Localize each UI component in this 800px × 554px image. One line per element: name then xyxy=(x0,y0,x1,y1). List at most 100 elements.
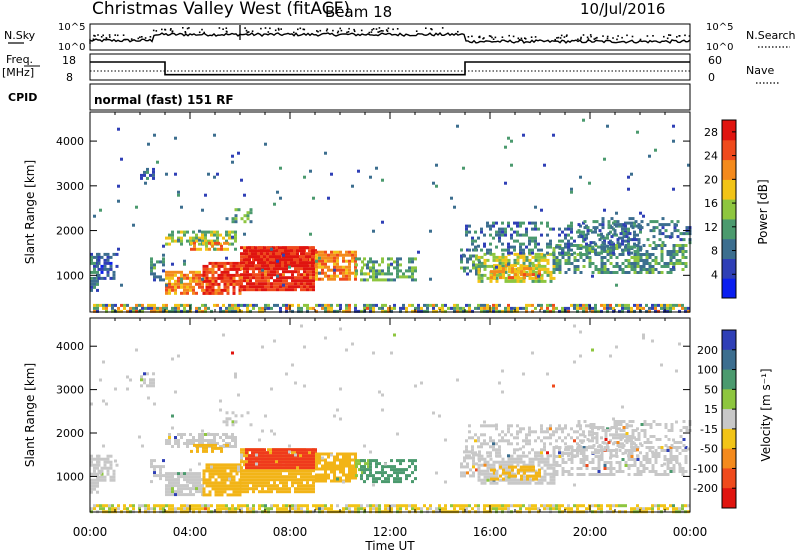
range-gate-cell xyxy=(219,445,222,448)
range-gate-cell xyxy=(287,252,290,256)
range-gate-cell xyxy=(507,248,510,252)
range-gate-cell xyxy=(183,475,186,479)
range-gate-cell xyxy=(211,264,215,268)
range-gate-cell xyxy=(183,504,186,508)
range-gate-cell xyxy=(106,472,110,476)
range-gate-cell xyxy=(269,463,272,467)
range-gate-cell xyxy=(393,480,396,484)
range-gate-cell xyxy=(281,463,284,467)
range-gate-cell xyxy=(387,257,390,261)
range-gate-cell xyxy=(296,264,299,268)
range-gate-cell xyxy=(249,475,252,479)
range-gate-cell xyxy=(381,178,384,182)
nsearch-point xyxy=(375,28,378,30)
range-gate-cell xyxy=(281,460,284,464)
range-gate-cell xyxy=(472,263,475,267)
range-gate-cell xyxy=(314,448,317,452)
range-gate-cell xyxy=(478,260,481,264)
range-gate-cell xyxy=(507,457,511,461)
range-gate-cell xyxy=(217,288,221,292)
range-gate-cell xyxy=(630,455,634,458)
range-gate-cell xyxy=(417,250,420,254)
range-gate-cell xyxy=(369,257,372,261)
range-gate-cell xyxy=(528,463,532,467)
range-gate-cell xyxy=(240,448,243,452)
range-gate-cell xyxy=(198,242,201,246)
range-gate-cell xyxy=(270,306,273,310)
range-gate-cell xyxy=(522,475,526,479)
range-gate-cell xyxy=(219,507,222,511)
range-gate-cell xyxy=(171,230,174,234)
range-gate-cell xyxy=(248,255,251,259)
range-gate-cell xyxy=(192,276,195,280)
nsearch-point xyxy=(169,29,172,31)
range-gate-cell xyxy=(336,309,339,313)
power-colorbar-tick-label: 4 xyxy=(711,268,718,281)
range-gate-cell xyxy=(243,270,246,274)
range-gate-cell xyxy=(375,459,378,463)
range-gate-cell xyxy=(303,303,306,307)
range-gate-cell xyxy=(235,472,239,476)
range-gate-cell xyxy=(195,309,198,313)
range-gate-cell xyxy=(555,265,559,268)
range-gate-cell xyxy=(631,238,635,242)
range-gate-cell xyxy=(639,256,643,259)
range-gate-cell xyxy=(543,460,547,464)
range-gate-cell xyxy=(243,463,246,467)
range-gate-cell xyxy=(211,241,214,245)
range-gate-cell xyxy=(246,469,249,473)
range-gate-cell xyxy=(516,258,520,262)
range-gate-cell xyxy=(252,472,255,476)
range-gate-cell xyxy=(297,273,300,277)
range-gate-cell xyxy=(263,457,266,461)
range-gate-cell xyxy=(246,306,249,310)
range-gate-cell xyxy=(513,436,516,440)
range-gate-cell xyxy=(538,273,541,277)
range-gate-cell xyxy=(496,270,499,274)
range-gate-cell xyxy=(684,306,687,310)
range-gate-cell xyxy=(135,306,138,310)
range-gate-cell xyxy=(610,426,614,429)
range-gate-cell xyxy=(679,232,683,236)
range-gate-cell xyxy=(498,448,501,452)
range-gate-cell xyxy=(168,478,171,482)
range-gate-cell xyxy=(480,248,483,252)
range-gate-cell xyxy=(272,258,275,262)
range-gate-cell xyxy=(633,262,637,265)
range-gate-cell xyxy=(592,432,596,435)
range-gate-cell xyxy=(660,259,664,262)
range-gate-cell xyxy=(637,432,641,435)
range-gate-cell xyxy=(211,291,215,295)
range-gate-cell xyxy=(405,474,408,478)
range-gate-cell xyxy=(564,470,568,473)
range-gate-cell xyxy=(612,306,615,310)
range-gate-cell xyxy=(174,493,177,497)
range-gate-cell xyxy=(150,257,153,261)
range-gate-cell xyxy=(266,246,269,250)
nsearch-point xyxy=(264,27,267,29)
range-gate-cell xyxy=(321,256,324,260)
range-gate-cell xyxy=(315,473,318,477)
range-gate-cell xyxy=(477,273,481,277)
range-gate-cell xyxy=(483,306,486,310)
range-gate-cell xyxy=(318,476,321,480)
range-gate-cell xyxy=(639,451,642,455)
range-gate-cell xyxy=(631,432,635,435)
range-gate-cell xyxy=(408,269,411,273)
range-gate-cell xyxy=(232,493,236,497)
range-gate-cell xyxy=(372,477,375,481)
nsearch-point xyxy=(260,27,262,30)
range-gate-cell xyxy=(549,427,552,431)
range-gate-cell xyxy=(232,463,236,467)
range-gate-cell xyxy=(498,258,502,262)
nsearch-point xyxy=(560,34,563,37)
range-gate-cell xyxy=(360,459,363,463)
range-gate-cell xyxy=(648,470,652,473)
range-gate-cell xyxy=(159,309,162,313)
range-gate-cell xyxy=(114,507,117,511)
range-gate-cell xyxy=(666,253,670,256)
range-gate-cell xyxy=(492,309,495,313)
range-gate-cell xyxy=(669,268,673,271)
range-gate-cell xyxy=(540,427,543,431)
range-gate-cell xyxy=(345,253,348,257)
